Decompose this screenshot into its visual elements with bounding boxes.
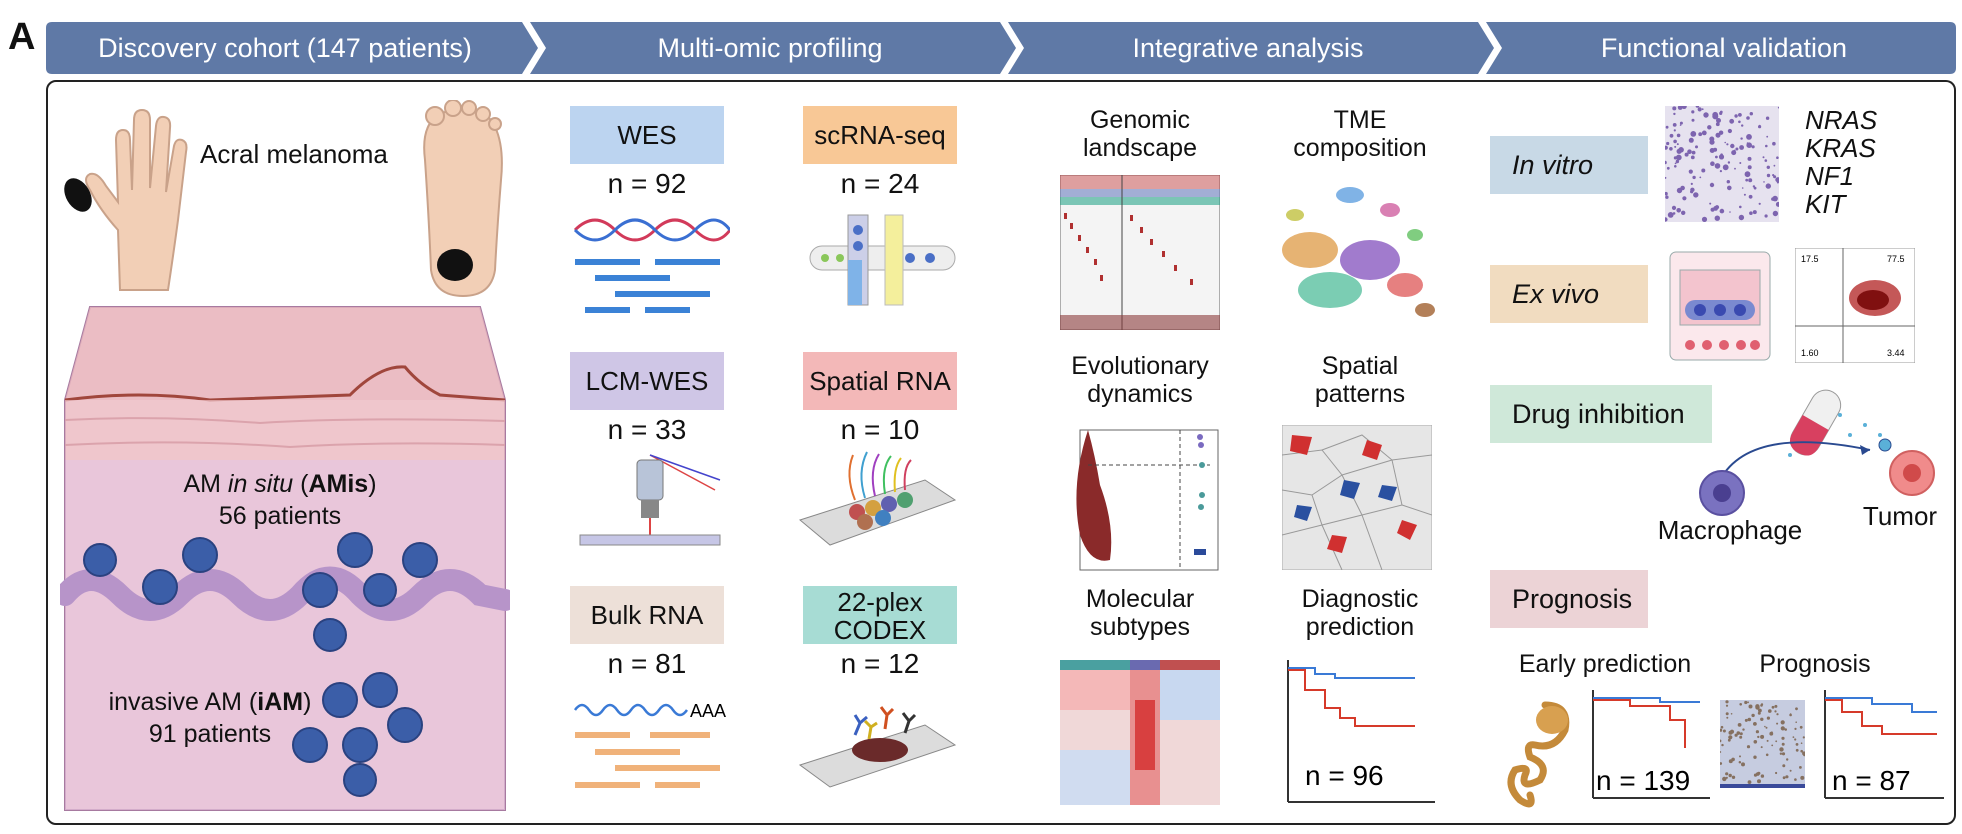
n-codex: n = 12: [840, 648, 920, 679]
iam-patients: 91 patients: [148, 720, 272, 748]
foot-illustration: [423, 100, 503, 298]
header-functional-validation: Functional validation: [1600, 33, 1848, 63]
gene-list: NRAS KRAS NF1 KIT: [1805, 106, 1877, 218]
ihc-stain-image: [1720, 700, 1805, 788]
drug-inhibition-illustration: [1699, 389, 1935, 516]
column-profiling: [526, 80, 1004, 825]
tag-lcm-wes: LCM-WES: [570, 352, 724, 410]
gene-kras: KRAS: [1805, 133, 1876, 163]
flow-cytometry-plot: 17.5 77.5 1.60 3.44: [1795, 248, 1915, 363]
subtype-heatmap: [1060, 660, 1220, 805]
codex-slide-icon: [798, 706, 957, 788]
spatial-patterns-title: Spatial patterns: [1314, 352, 1406, 408]
tag-codex: 22-plex CODEX: [803, 586, 957, 644]
prog-n: n = 87: [1832, 765, 1911, 796]
amis-label: AM in situ (AMis): [183, 470, 377, 498]
flow-q-br: 3.44: [1887, 348, 1905, 358]
diagnostic-n: n = 96: [1305, 760, 1384, 791]
early-n: n = 139: [1596, 765, 1690, 796]
tag-bulk-rna: Bulk RNA: [570, 586, 724, 644]
header-ribbon: .h{fill:#5f79a6;}: [46, 22, 1956, 74]
header-segment-2: [530, 22, 1016, 74]
early-prediction-km: n = 139: [1592, 690, 1710, 799]
invitro-stain-image: [1665, 106, 1779, 222]
gene-kit: KIT: [1805, 189, 1846, 219]
header-segment-1: [46, 22, 538, 74]
acral-melanoma-label: Acral melanoma: [200, 139, 388, 169]
bulk-rna-icon: AAA: [573, 701, 726, 788]
microfluidic-icon: [809, 214, 956, 306]
molecular-subtypes-title: Molecular subtypes: [1085, 585, 1195, 641]
n-bulk-rna: n = 81: [607, 648, 687, 679]
n-spatial-rna: n = 10: [840, 414, 920, 445]
header-discovery-cohort: Discovery cohort (147 patients): [98, 33, 472, 63]
header-segment-4: [1486, 22, 1956, 74]
tag-ex-vivo: Ex vivo: [1490, 265, 1648, 323]
tag-drug-inhibition: Drug inhibition: [1490, 385, 1712, 443]
prognosis-label: Prognosis: [1759, 650, 1871, 678]
gene-nf1: NF1: [1805, 161, 1855, 191]
flow-q-tr: 77.5: [1887, 254, 1905, 264]
flow-q-tl: 17.5: [1801, 254, 1819, 264]
tag-spatial-rna: Spatial RNA: [803, 352, 957, 410]
hand-illustration: [64, 108, 188, 291]
skin-cross-section: [60, 306, 510, 811]
exvivo-culture-icon: [1669, 251, 1771, 361]
n-lcm-wes: n = 33: [607, 414, 687, 445]
umap-chart: [1282, 187, 1435, 317]
evolution-density-chart: [1076, 429, 1219, 571]
n-scrna: n = 24: [840, 168, 920, 199]
tumor-label: Tumor: [1862, 501, 1938, 531]
tag-prognosis: Prognosis: [1490, 570, 1648, 628]
n-wes: n = 92: [607, 168, 687, 199]
diagnostic-prediction-title: Diagnostic prediction: [1301, 585, 1419, 641]
tag-in-vitro: In vitro: [1490, 136, 1648, 194]
tme-composition-title: TME composition: [1293, 106, 1427, 162]
dna-reads-icon: [573, 218, 730, 313]
spatial-slide-icon: [798, 451, 957, 546]
header-integrative-analysis: Integrative analysis: [1132, 33, 1364, 63]
gi-tract-icon: [1507, 701, 1570, 808]
oncoprint-chart: [1060, 175, 1220, 330]
header-multiomic-profiling: Multi-omic profiling: [657, 33, 883, 63]
panel-label: A: [8, 16, 36, 58]
spatial-voronoi-chart: [1282, 425, 1432, 570]
diagnostic-km-chart: n = 96: [1287, 660, 1435, 803]
tag-scrna: scRNA-seq: [803, 106, 957, 164]
gene-nras: NRAS: [1805, 105, 1878, 135]
macrophage-label: Macrophage: [1657, 515, 1803, 545]
iam-label: invasive AM (iAM): [108, 688, 312, 716]
evolutionary-dynamics-title: Evolutionary dynamics: [1071, 352, 1209, 408]
prognosis-km: n = 87: [1824, 690, 1944, 799]
genomic-landscape-title: Genomic landscape: [1083, 106, 1197, 162]
aaa-label: AAA: [690, 701, 726, 721]
header-segment-3: [1008, 22, 1494, 74]
early-prediction-label: Early prediction: [1518, 650, 1692, 678]
tag-wes: WES: [570, 106, 724, 164]
microscope-icon: [579, 454, 721, 546]
amis-patients: 56 patients: [218, 502, 342, 530]
flow-q-bl: 1.60: [1801, 348, 1819, 358]
